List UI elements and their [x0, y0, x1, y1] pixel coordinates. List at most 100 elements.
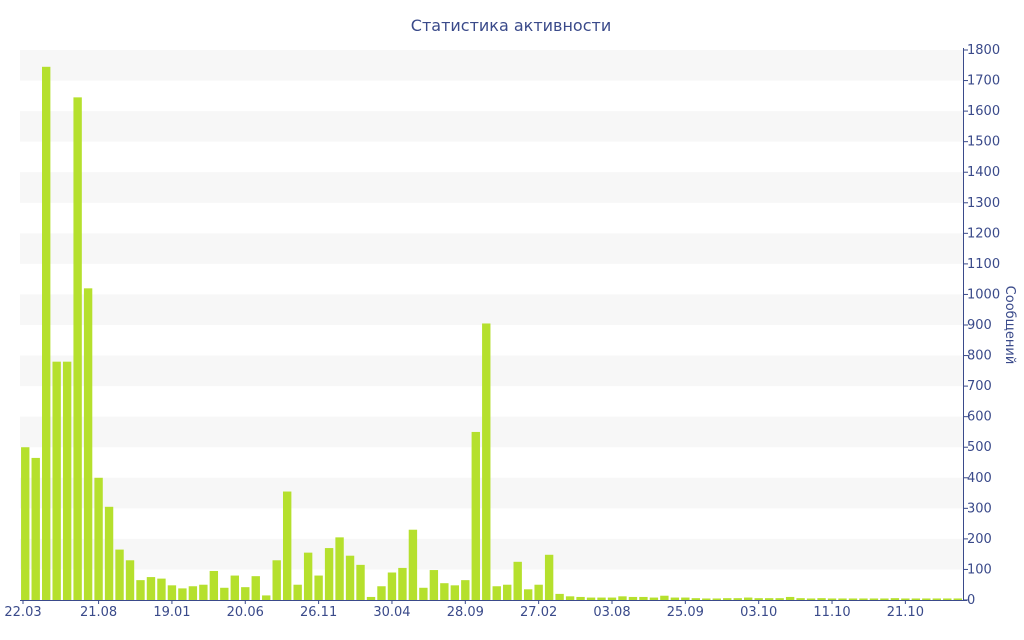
bar [209, 570, 219, 600]
bar [31, 457, 40, 600]
bar [890, 598, 900, 600]
bar [911, 598, 921, 600]
bar [241, 587, 250, 600]
y-tick-label: 1300 [967, 196, 1000, 211]
bar [534, 584, 543, 600]
y-tick-label: 1600 [967, 104, 1000, 119]
bar [618, 596, 627, 600]
grid-band [20, 50, 963, 81]
bar [628, 596, 638, 600]
bar [670, 597, 680, 600]
bar [544, 554, 554, 600]
bar [639, 596, 648, 600]
bar [199, 584, 208, 600]
bar [503, 584, 512, 600]
bar [712, 598, 721, 600]
bar [377, 586, 386, 600]
bar [366, 596, 376, 600]
bar [178, 588, 187, 600]
bar [314, 575, 323, 600]
bar [806, 598, 816, 600]
bar [932, 598, 941, 600]
bar [723, 598, 732, 600]
bar [220, 587, 229, 600]
bar [345, 555, 355, 600]
x-tick-label: 27.02 [520, 605, 557, 620]
x-tick-label: 03.08 [593, 605, 630, 620]
bar [565, 596, 575, 600]
bar [471, 431, 480, 600]
bar [408, 529, 418, 600]
bar [607, 597, 617, 600]
x-tick-label: 22.03 [4, 605, 41, 620]
y-tick-label: 1200 [967, 226, 1000, 241]
bar [838, 598, 847, 600]
bar [272, 560, 281, 600]
bar [324, 548, 334, 600]
bar [335, 537, 344, 600]
bar [754, 598, 763, 600]
bar [293, 584, 302, 600]
bar [450, 585, 460, 600]
y-tick-label: 1800 [967, 43, 1000, 58]
bar [52, 361, 61, 600]
bar [167, 585, 177, 600]
x-tick-label: 19.01 [153, 605, 190, 620]
bar [387, 572, 397, 600]
bar [482, 323, 491, 600]
bar [827, 598, 837, 600]
bar [702, 598, 711, 600]
bar [817, 598, 826, 600]
bar [21, 447, 30, 600]
bar [764, 598, 774, 600]
bar [303, 552, 313, 600]
bar [859, 598, 868, 600]
bar [943, 598, 952, 600]
bar [523, 589, 533, 600]
y-tick-label: 500 [967, 440, 992, 455]
y-tick-label: 900 [967, 318, 992, 333]
bar [785, 596, 795, 600]
bar [901, 598, 910, 600]
bar [398, 567, 407, 600]
bar [649, 597, 659, 600]
y-tick-label: 1000 [967, 287, 1000, 302]
bar [597, 597, 606, 600]
grid-band [20, 111, 963, 142]
bar [922, 598, 931, 600]
x-tick-label: 25.09 [667, 605, 704, 620]
grid-band [20, 294, 963, 325]
grid-band [20, 538, 963, 570]
bar [461, 580, 470, 600]
y-tick-label: 1400 [967, 165, 1000, 180]
grid-band [20, 172, 963, 203]
x-axis-ticks: 22.03 21.08 19.01 20.06 26.11 30.04 28.09 27.02… [4, 600, 924, 620]
y-tick-label: 400 [967, 471, 992, 486]
bar [115, 549, 124, 600]
bar [104, 506, 114, 600]
bar [869, 598, 879, 600]
grid-bands [20, 50, 963, 570]
bar [146, 577, 156, 600]
grid-band [20, 477, 963, 509]
grid-band [20, 416, 963, 448]
bar [419, 587, 428, 600]
bar [429, 570, 439, 600]
bar [576, 596, 585, 600]
bar [586, 597, 596, 600]
bar [125, 560, 135, 600]
y-tick-label: 100 [967, 562, 992, 577]
bar [796, 598, 805, 600]
y-tick-label: 1700 [967, 74, 1000, 89]
x-tick-label: 26.11 [300, 605, 337, 620]
x-tick-label: 20.06 [227, 605, 264, 620]
bar [492, 586, 501, 600]
y-tick-label: 300 [967, 501, 992, 516]
y-tick-label: 1100 [967, 257, 1000, 272]
x-tick-label: 30.04 [373, 605, 410, 620]
grid-band [20, 233, 963, 264]
bar [733, 598, 742, 600]
bar [94, 477, 103, 600]
chart-title: Статистика активности [411, 16, 611, 35]
